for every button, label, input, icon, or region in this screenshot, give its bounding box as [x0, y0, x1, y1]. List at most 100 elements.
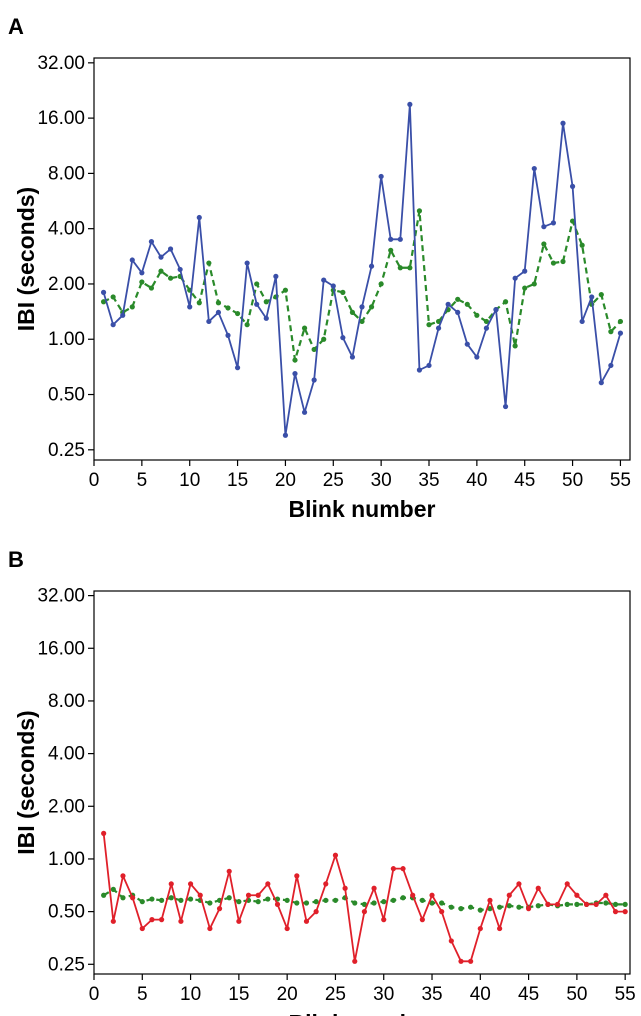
panel-a-letter: A	[8, 14, 24, 39]
panel-b-series-1-point	[139, 899, 145, 905]
panel-a-series-0-point	[416, 367, 423, 373]
panel-a-series-1-point	[340, 289, 346, 295]
panel-b-series-0-point	[622, 909, 628, 915]
panel-a-series-1-point	[569, 218, 576, 224]
panel-a-series-0-point	[120, 312, 126, 318]
panel-b-series-0-point	[265, 881, 271, 887]
panel-a-series-0-point	[187, 304, 193, 310]
panel-b-x-tick-label: 15	[228, 984, 249, 1005]
panel-a-series-1-point	[388, 247, 394, 253]
panel-a-series-1-point	[292, 357, 298, 363]
panel-b-series-1-point	[419, 897, 425, 903]
panel-b-series-1-point	[313, 899, 319, 905]
panel-b-series-1-point	[265, 896, 271, 902]
panel-b-series-0-point	[255, 892, 261, 898]
panel-a-series-0-point	[129, 257, 135, 263]
panel-a-series-0-point	[254, 301, 260, 307]
panel-a-series-1-point	[349, 309, 356, 316]
panel-a-series-0-point	[455, 309, 461, 316]
panel-b-series-0-point	[487, 897, 493, 903]
panel-a-series-1-point	[148, 285, 155, 291]
panel-a-series-1-point	[321, 336, 327, 342]
panel-b-series-1-point	[516, 904, 522, 910]
panel-b-series-0-point	[429, 892, 435, 898]
panel-a-series-1-point	[512, 343, 518, 349]
panel-a-x-tick-label: 5	[137, 470, 148, 491]
panel-a-series-0-point	[502, 403, 509, 410]
panel-a-x-tick-label: 10	[179, 470, 200, 491]
panel-b-series-1-point	[303, 900, 310, 906]
panel-b-series-1-point	[149, 896, 155, 902]
panel-b-series-1-point	[574, 901, 580, 907]
panel-a-series-0-point	[483, 325, 490, 331]
panel-b-series-0-point	[216, 906, 223, 912]
panel-a-series-0-point	[196, 214, 202, 221]
panel-b-series-0-point	[187, 881, 194, 887]
panel-a-series-0-point	[493, 307, 499, 313]
panel-b-series-1-point	[506, 903, 512, 909]
panel-a-series-0-point	[148, 239, 155, 245]
panel-b-series-1-point	[332, 897, 339, 903]
panel-a-x-tick-label: 30	[371, 470, 392, 491]
panel-b-series-1-point	[284, 897, 290, 903]
panel-b-series-1-point	[159, 897, 165, 903]
panel-b: B 0.25 0.50 1.00 2.00 4.00 8.00 16.00 32.00 0 5 10 1…	[8, 547, 636, 1016]
panel-a-series-0-point	[407, 101, 413, 108]
panel-b-series-0-point	[410, 892, 416, 898]
panel-b-series-0-point	[545, 901, 551, 907]
panel-b-series-0-point	[583, 901, 590, 907]
panel-a-series-0-point	[311, 377, 317, 383]
panel-a-series-0	[100, 101, 624, 438]
panel-a-y-axis-label: IBI (seconds)	[13, 187, 39, 331]
panel-a-series-1-point	[139, 279, 145, 285]
panel-b-y-tick-label: 1.00	[48, 849, 85, 870]
panel-a-series-0-point	[139, 270, 145, 276]
panel-a-x-tick-label: 55	[610, 470, 631, 491]
panel-b-series-0-point	[139, 925, 145, 932]
panel-b-series-1-point	[622, 901, 628, 907]
panel-a-series-0-point	[445, 301, 451, 307]
panel-b-series-0-point	[313, 909, 319, 915]
panel-b-series-0-point	[207, 925, 213, 932]
panel-a-series-1-point	[110, 294, 116, 300]
panel-b-x-tick-label: 25	[325, 984, 346, 1005]
panel-a-x-tick-label: 20	[275, 470, 296, 491]
panel-b-x-tick-label: 20	[277, 984, 298, 1005]
panel-a-series-1-point	[541, 241, 547, 247]
panel-a-series-0-point	[579, 318, 585, 325]
panel-a-series-1-point	[617, 318, 624, 325]
panel-b-series-1-point	[564, 901, 570, 907]
panel-a-series-0-point	[560, 120, 566, 126]
panel-b-series-1-point	[400, 895, 406, 901]
panel-b-series-1-point	[468, 904, 474, 910]
panel-b-series-0-point	[352, 958, 358, 964]
panel-b-series-1-point	[429, 900, 435, 906]
panel-a-y-tick-label: 0.25	[48, 440, 85, 461]
panel-a-series-0-point	[388, 236, 394, 242]
panel-b-series-1-point	[535, 903, 541, 909]
panel-b-x-tick-label: 0	[89, 984, 100, 1005]
panel-b-series-0-point	[497, 925, 503, 932]
panel-b-series-1-point	[603, 900, 609, 906]
panel-b-y-tick-label: 4.00	[48, 744, 85, 765]
panel-a-series-0-point	[273, 273, 279, 279]
panel-a-series-1-point	[598, 292, 604, 298]
panel-b-series-0-point	[371, 885, 377, 891]
panel-a-series-0-point	[464, 341, 470, 347]
panel-a-series-1-point	[483, 318, 490, 325]
panel-b-series-0-point	[554, 901, 561, 907]
panel-a-y-tick-label: 4.00	[48, 219, 85, 240]
panel-a-series-1-point	[215, 300, 222, 306]
panel-a-y-tick-label: 32.00	[37, 53, 85, 74]
panel-a-series-0-point	[589, 294, 595, 300]
panel-a-series-0-point	[340, 335, 346, 341]
panel-b-series-0-point	[525, 906, 532, 912]
panel-b-series-0-point	[236, 918, 242, 924]
panel-a-series-1-point	[502, 299, 509, 305]
panel-b-y-tick-label: 0.25	[48, 954, 85, 975]
panel-a-series-1-point	[474, 312, 480, 318]
panel-b-series-0-point	[159, 917, 165, 923]
panel-a-series-0-point	[474, 354, 480, 360]
panel-b-series-0-point	[477, 925, 483, 932]
panel-b-series-0-point	[323, 881, 329, 887]
